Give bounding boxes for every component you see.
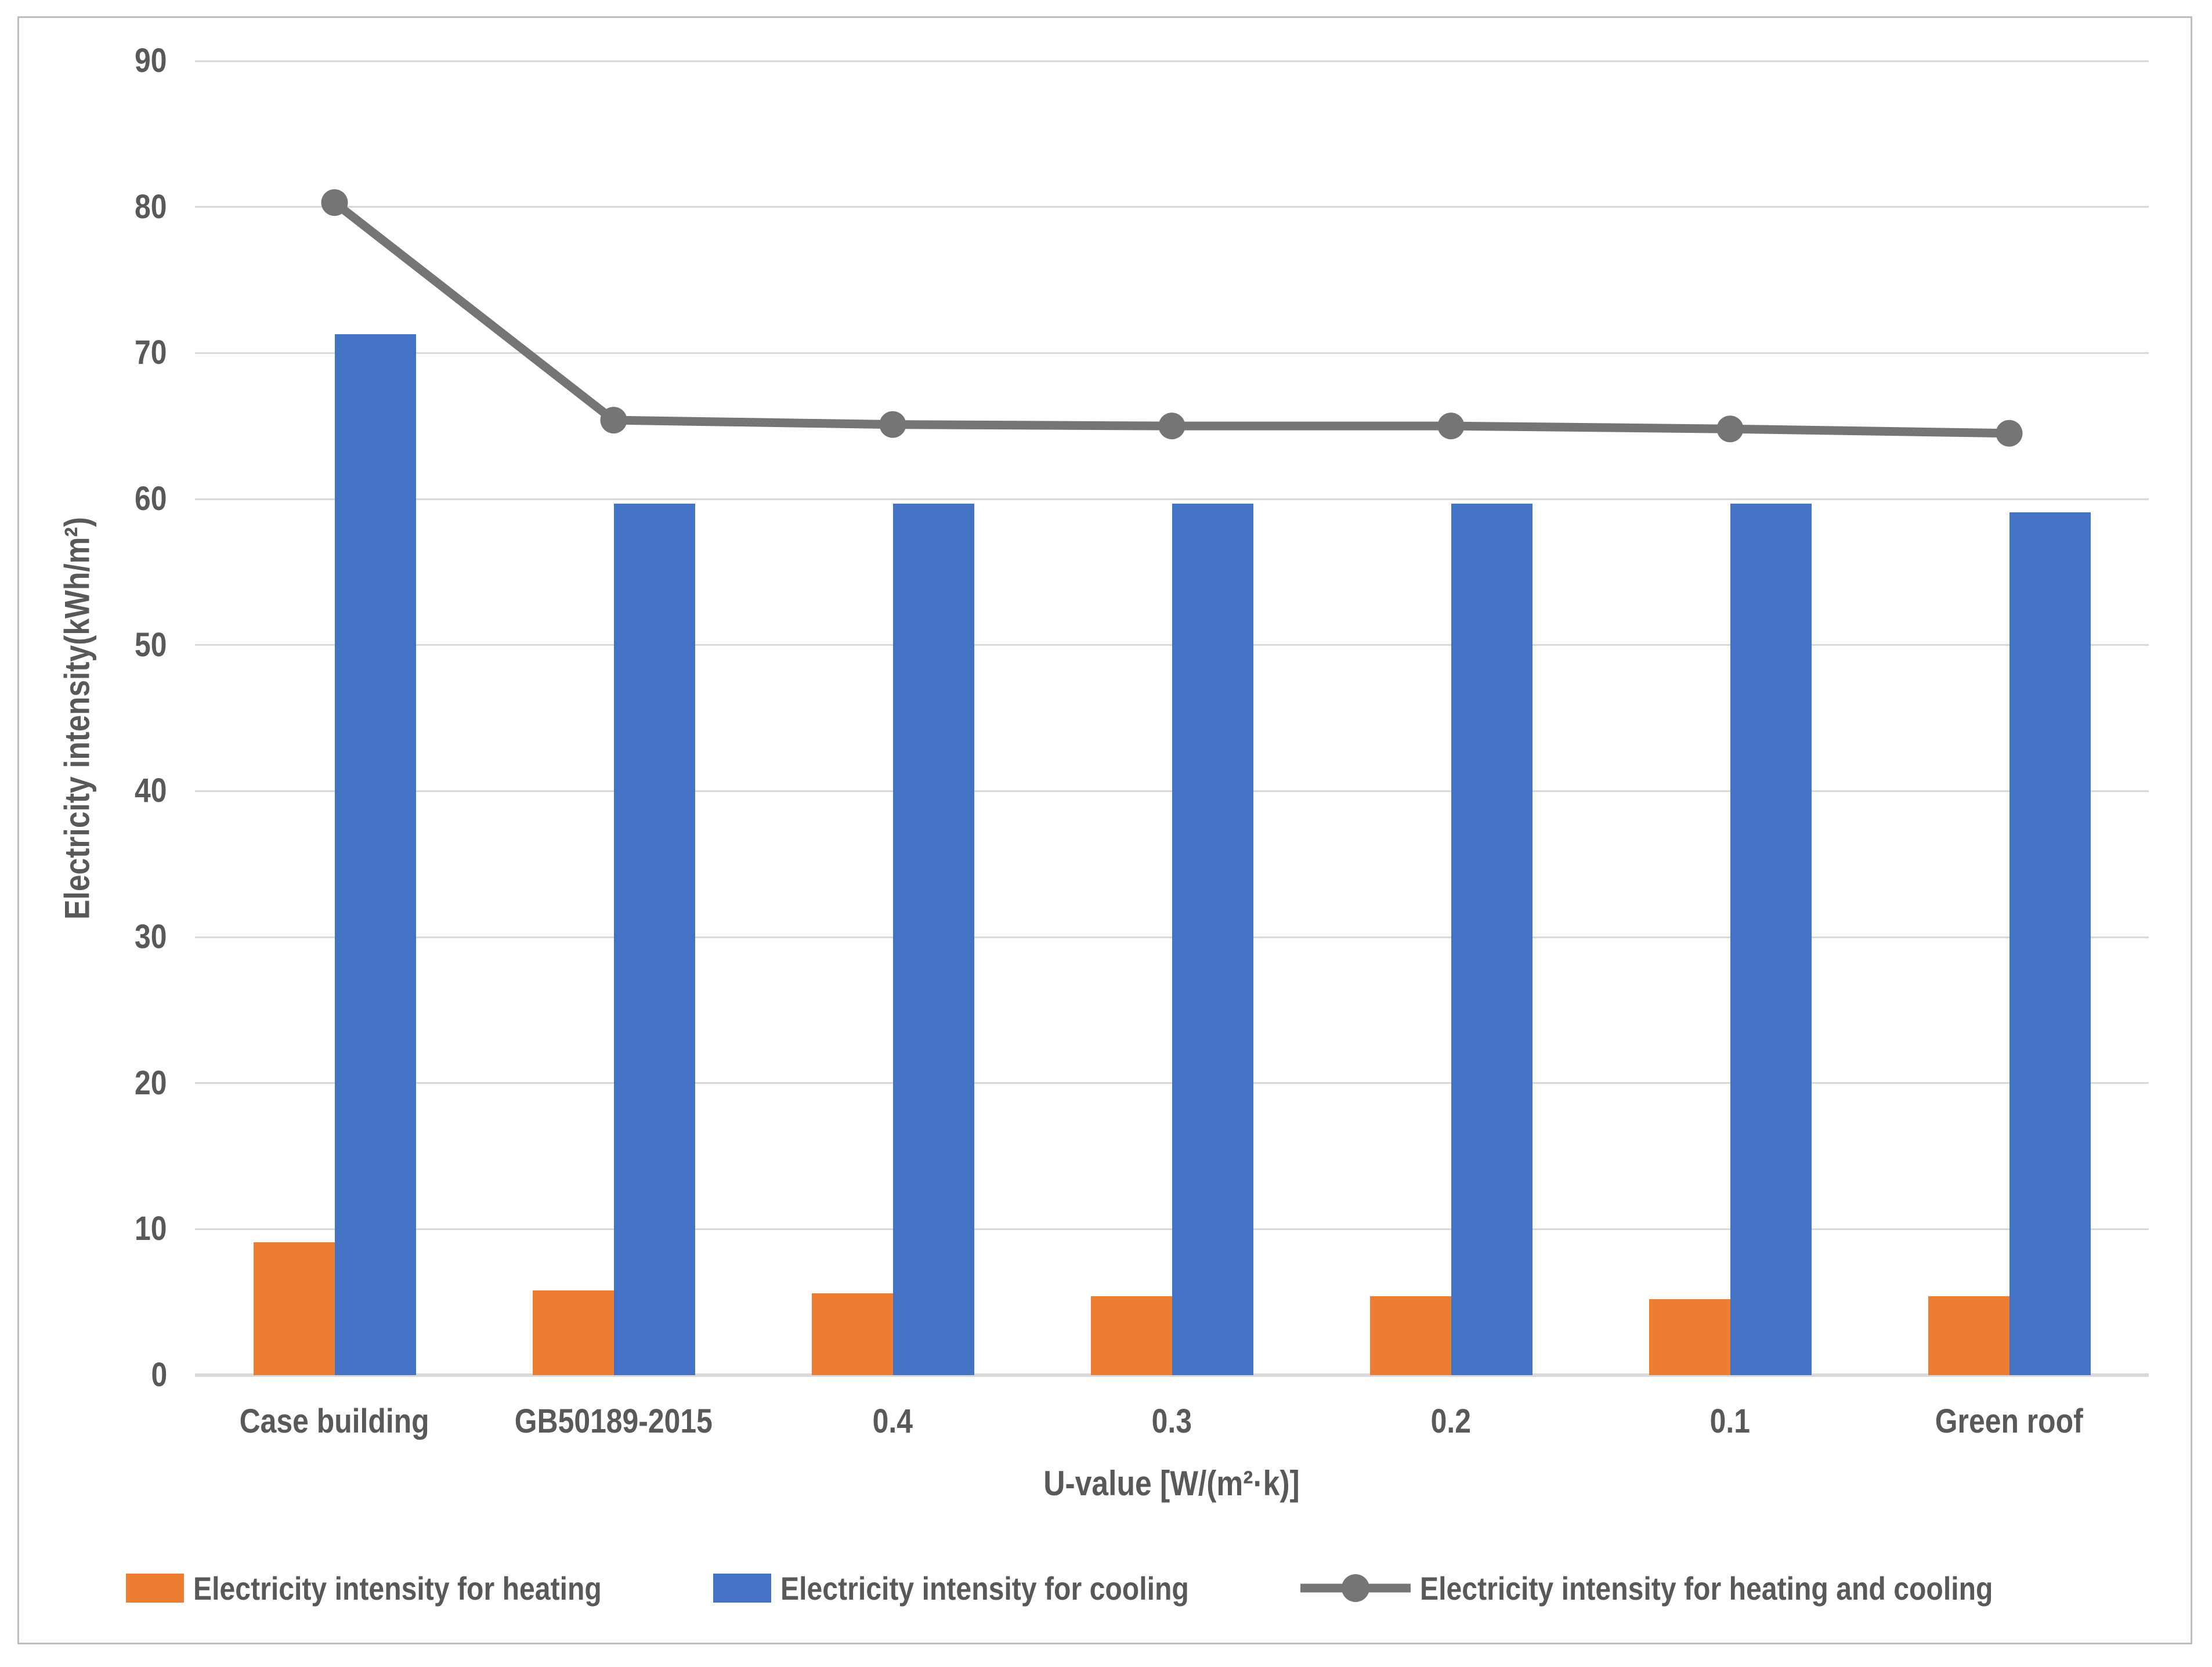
category-label-text: 0.3	[1151, 1402, 1192, 1440]
y-axis-title-text: Electricity intensity(kWh/m²)	[57, 517, 97, 920]
legend-item: Electricity intensity for heating	[125, 1570, 668, 1607]
gridline	[195, 1373, 2149, 1377]
y-axis-tick-label-text: 80	[135, 187, 167, 226]
heating-bar	[532, 1290, 614, 1375]
plot-area	[195, 60, 2149, 1377]
y-axis-tick-label: 40	[35, 768, 167, 814]
y-axis-tick-label: 30	[35, 914, 167, 960]
line-marker	[1716, 415, 1744, 443]
legend-swatch-cooling	[713, 1574, 771, 1603]
heating-bar	[1369, 1296, 1451, 1375]
y-axis-tick-label-text: 50	[135, 625, 167, 664]
category-label-text: Case building	[239, 1402, 430, 1440]
y-axis-tick-label: 60	[35, 476, 167, 522]
category-label-text: 0.1	[1709, 1402, 1751, 1440]
category-label: 0.2	[1311, 1397, 1591, 1446]
legend-label-wrap: Electricity intensity for heating	[193, 1570, 668, 1607]
heating-bar	[1928, 1296, 2009, 1375]
y-axis-tick-label-text: 90	[135, 42, 167, 79]
y-axis-tick-label: 0	[35, 1352, 167, 1398]
cooling-bar	[2009, 512, 2091, 1375]
y-axis-tick-label: 50	[35, 622, 167, 668]
category-label-text: GB50189-2015	[514, 1402, 713, 1440]
legend-label-wrap: Electricity intensity for cooling	[780, 1570, 1255, 1607]
heating-bar	[1090, 1296, 1172, 1375]
category-label-text: 0.4	[872, 1402, 913, 1440]
cooling-bar	[1172, 503, 1253, 1375]
y-axis-tick-label-text: 70	[135, 334, 167, 372]
y-axis-tick-label: 80	[35, 184, 167, 230]
line-marker	[600, 407, 627, 434]
line-marker	[321, 189, 348, 216]
line-marker	[1437, 413, 1465, 440]
legend-item: Electricity intensity for heating and co…	[1300, 1570, 2086, 1607]
y-axis-tick-label-text: 0	[151, 1356, 167, 1394]
line-marker	[1996, 420, 2023, 447]
legend-label: Electricity intensity for heating and co…	[1420, 1570, 1993, 1607]
category-label: Case building	[195, 1397, 474, 1446]
gridline	[195, 60, 2149, 62]
y-axis-tick-label-text: 20	[135, 1064, 167, 1102]
y-axis-tick-label-text: 10	[135, 1210, 167, 1248]
gridline	[195, 352, 2149, 354]
line-marker	[879, 411, 906, 438]
category-label: 0.3	[1032, 1397, 1311, 1446]
heating-bar	[253, 1242, 335, 1375]
category-label: 0.1	[1591, 1397, 1870, 1446]
legend: Electricity intensity for heating Electri…	[35, 1568, 2177, 1608]
y-axis-tick-label-text: 40	[135, 772, 167, 810]
category-label-text: 0.2	[1430, 1402, 1472, 1440]
y-axis-tick-label: 70	[35, 330, 167, 376]
cooling-bar	[334, 334, 416, 1375]
cooling-bar	[892, 503, 974, 1375]
legend-label-wrap: Electricity intensity for heating and co…	[1420, 1570, 2086, 1607]
category-label-text: Green roof	[1935, 1402, 2083, 1440]
y-axis-title: Electricity intensity(kWh/m²)	[57, 484, 97, 953]
y-axis-tick-label: 90	[35, 38, 167, 84]
gridline	[195, 498, 2149, 500]
gridline	[195, 206, 2149, 208]
category-label: 0.4	[753, 1397, 1032, 1446]
cooling-bar	[1451, 503, 1533, 1375]
cooling-bar	[613, 503, 695, 1375]
x-axis-title-text: U-value [W/(m²·k)]	[1043, 1464, 1300, 1503]
category-label: Green roof	[1870, 1397, 2149, 1446]
line-series-layer	[321, 189, 2023, 447]
y-axis-tick-label-text: 30	[135, 918, 167, 956]
heating-bar	[1649, 1299, 1730, 1375]
cooling-bar	[1730, 503, 1812, 1375]
legend-line-marker-icon	[1300, 1574, 1411, 1602]
category-label: GB50189-2015	[474, 1397, 753, 1446]
legend-item: Electricity intensity for cooling	[713, 1570, 1255, 1607]
line-marker	[1158, 413, 1185, 440]
legend-swatch-heating	[125, 1574, 184, 1603]
legend-label: Electricity intensity for cooling	[780, 1570, 1189, 1607]
y-axis-tick-label: 20	[35, 1060, 167, 1106]
heating-bar	[811, 1293, 893, 1375]
legend-label: Electricity intensity for heating	[193, 1570, 602, 1607]
y-axis-tick-label-text: 60	[135, 480, 167, 518]
x-axis-title: U-value [W/(m²·k)]	[1022, 1463, 1320, 1503]
line-series	[330, 198, 2014, 438]
y-axis-tick-label: 10	[35, 1206, 167, 1252]
